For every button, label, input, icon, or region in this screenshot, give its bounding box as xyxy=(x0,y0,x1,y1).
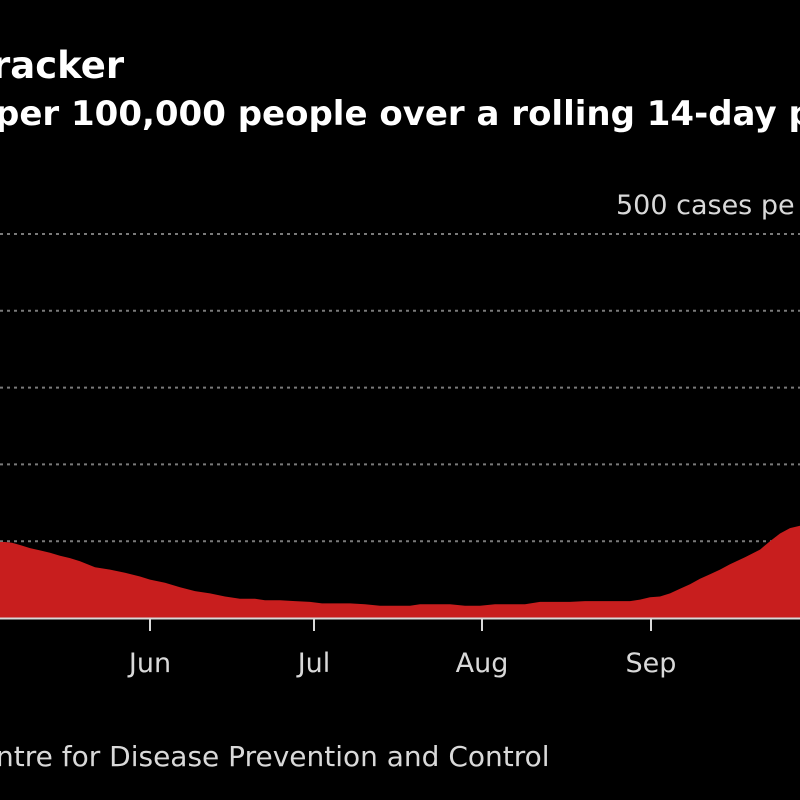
gridline-annotation: 500 cases pe xyxy=(616,190,795,221)
x-tick-label: Jul xyxy=(296,648,331,679)
x-tick-label: Jun xyxy=(127,648,171,679)
chart-subtitle: per 100,000 people over a rolling 14-day… xyxy=(0,94,800,134)
source-note: ntre for Disease Prevention and Control xyxy=(0,740,550,773)
x-tick-label: Aug xyxy=(456,648,509,679)
x-tick-label: Sep xyxy=(626,648,677,679)
x-axis-ticks: yJunJulAugSepO xyxy=(127,619,677,679)
chart-title: racker xyxy=(0,44,125,87)
cases-area xyxy=(0,525,800,618)
gridlines xyxy=(0,233,800,543)
